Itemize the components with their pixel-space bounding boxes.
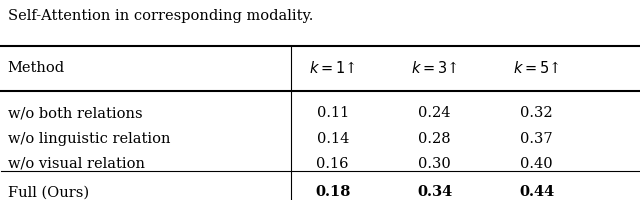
Text: 0.34: 0.34 (417, 185, 452, 199)
Text: 0.18: 0.18 (315, 185, 351, 199)
Text: 0.37: 0.37 (520, 132, 553, 146)
Text: $k = 5$↑: $k = 5$↑ (513, 60, 560, 76)
Text: 0.16: 0.16 (317, 157, 349, 171)
Text: 0.44: 0.44 (519, 185, 554, 199)
Text: $k = 3$↑: $k = 3$↑ (412, 60, 458, 76)
Text: Method: Method (8, 61, 65, 75)
Text: Full (Ours): Full (Ours) (8, 185, 89, 199)
Text: 0.14: 0.14 (317, 132, 349, 146)
Text: w/o visual relation: w/o visual relation (8, 157, 145, 171)
Text: 0.32: 0.32 (520, 106, 553, 120)
Text: $k = 1$↑: $k = 1$↑ (309, 60, 356, 76)
Text: 0.11: 0.11 (317, 106, 349, 120)
Text: 0.40: 0.40 (520, 157, 553, 171)
Text: 0.28: 0.28 (419, 132, 451, 146)
Text: w/o linguistic relation: w/o linguistic relation (8, 132, 170, 146)
Text: w/o both relations: w/o both relations (8, 106, 142, 120)
Text: Self-Attention in corresponding modality.: Self-Attention in corresponding modality… (8, 9, 313, 23)
Text: 0.30: 0.30 (419, 157, 451, 171)
Text: 0.24: 0.24 (419, 106, 451, 120)
